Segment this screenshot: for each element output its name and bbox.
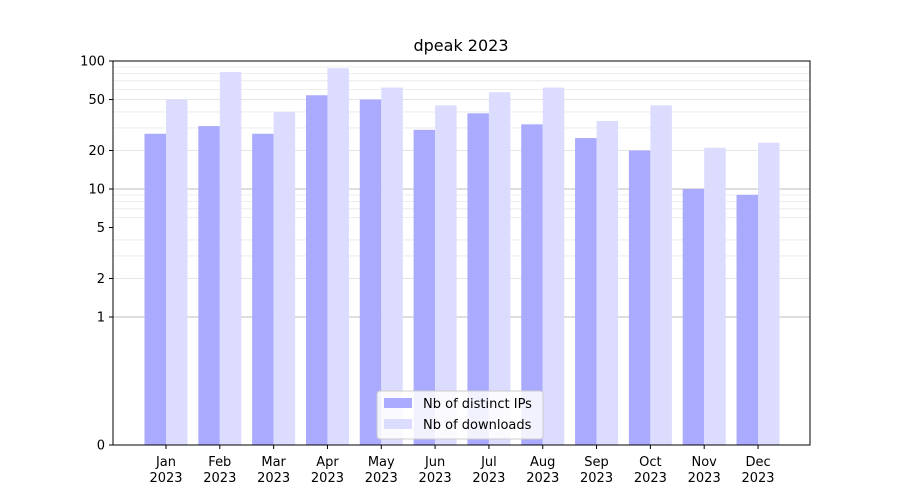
x-tick-label-month: Feb	[208, 455, 231, 470]
legend-swatch	[384, 419, 412, 429]
x-tick-label-year: 2023	[580, 471, 613, 486]
x-tick-label-year: 2023	[257, 471, 290, 486]
bar-ips-oct	[628, 150, 651, 446]
bar-downloads-sep	[596, 120, 619, 445]
bar-ips-feb	[198, 126, 220, 445]
bar-ips-nov	[682, 189, 705, 445]
bar-ips-jun	[413, 129, 436, 445]
x-tick-label-year: 2023	[203, 471, 236, 486]
bar-downloads-oct	[650, 105, 672, 446]
chart-title: dpeak 2023	[413, 36, 508, 55]
x-tick-label-month: May	[368, 455, 395, 470]
x-tick-label-year: 2023	[419, 471, 452, 486]
x-tick-label-month: Mar	[261, 455, 286, 470]
bar-ips-sep	[575, 138, 597, 446]
legend-swatch	[384, 398, 412, 408]
x-tick-label-year: 2023	[688, 471, 721, 486]
bar-ips-dec	[736, 194, 759, 445]
x-tick-label-month: Nov	[692, 455, 718, 470]
x-tick-label-month: Jun	[424, 455, 445, 470]
x-tick-label-month: Jan	[155, 455, 176, 470]
y-tick-label: 0	[97, 439, 105, 454]
y-tick-label: 1	[97, 311, 105, 326]
x-tick-label-year: 2023	[472, 471, 505, 486]
y-tick-label: 20	[88, 144, 105, 159]
x-tick-label-year: 2023	[634, 471, 667, 486]
x-tick-label-month: Oct	[639, 455, 661, 470]
y-tick-label: 5	[97, 221, 105, 236]
x-tick-label-year: 2023	[526, 471, 559, 486]
bar-ips-jan	[144, 133, 166, 445]
y-tick-label: 2	[97, 272, 105, 287]
legend-label: Nb of downloads	[423, 418, 532, 433]
bar-downloads-jul	[488, 92, 511, 445]
x-tick-label-month: Aug	[530, 455, 555, 470]
y-axis: 0 1 2 5 10 20 50 100	[80, 55, 113, 454]
bar-downloads-jan	[166, 99, 188, 446]
x-tick-label-month: Apr	[316, 455, 339, 470]
plot-area-frame	[112, 60, 811, 446]
bar-downloads-nov	[704, 147, 726, 446]
bar-downloads-mar	[273, 111, 296, 446]
bar-downloads-apr	[327, 68, 349, 446]
x-tick-label-month: Dec	[745, 455, 770, 470]
bar-downloads-feb	[219, 72, 242, 445]
x-tick-label-month: Sep	[584, 455, 609, 470]
bar-downloads-dec	[758, 142, 780, 445]
bar-ips-jul	[467, 113, 489, 446]
x-tick-label-year: 2023	[365, 471, 398, 486]
bar-downloads-aug	[542, 87, 565, 446]
bar-ips-may	[359, 99, 382, 446]
x-axis: Jan2023Feb2023Mar2023Apr2023May2023Jun20…	[149, 445, 775, 486]
bar-ips-apr	[305, 95, 328, 445]
bar-downloads-may	[381, 87, 403, 446]
x-tick-label-month: Jul	[480, 455, 497, 470]
legend-box	[376, 390, 544, 440]
x-tick-label-year: 2023	[149, 471, 182, 486]
x-tick-label-year: 2023	[311, 471, 344, 486]
legend-label: Nb of distinct IPs	[423, 397, 532, 412]
bar-ips-mar	[252, 133, 274, 445]
legend: Nb of distinct IPs Nb of downloads	[376, 390, 544, 440]
bars	[144, 68, 780, 446]
bar-ips-aug	[521, 124, 543, 445]
bar-downloads-jun	[435, 105, 457, 446]
y-tick-label: 100	[80, 55, 105, 70]
y-tick-label: 50	[88, 93, 105, 108]
y-tick-label: 10	[88, 183, 105, 198]
x-tick-label-year: 2023	[741, 471, 774, 486]
